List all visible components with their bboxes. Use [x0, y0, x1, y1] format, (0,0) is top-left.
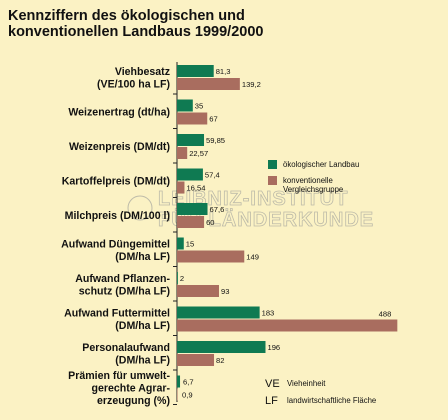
category-label-2-0: Weizenpreis (DM/dt): [69, 141, 170, 153]
value-label-konv-2: 22,57: [189, 149, 208, 158]
value-label-konv-3: 16,54: [186, 184, 205, 193]
abbr-key-lf: LF: [265, 395, 278, 407]
bar-konv-5: [177, 250, 245, 263]
value-label-konv-8: 82: [216, 356, 224, 365]
value-label-oeko-5: 15: [186, 240, 194, 249]
watermark-line-2: FÜR LÄNDERKUNDE: [158, 208, 374, 231]
category-label-1-0: Weizenertrag (dt/ha): [68, 107, 170, 119]
value-label-konv-7: 488: [379, 310, 392, 319]
legend-swatch-oeko: [268, 160, 277, 169]
bar-konv-9: [177, 388, 178, 401]
category-labels: Viehbesatz(VE/100 ha LF) Weizenertrag (dt…: [61, 66, 170, 407]
legend-swatch-konv: [268, 176, 277, 185]
abbreviation-key: VE Vieheinheit LF landwirtschaftliche Fläch…: [265, 378, 376, 407]
value-label-oeko-0: 81,3: [216, 67, 231, 76]
value-label-oeko-7: 183: [262, 309, 275, 318]
category-label-0-1: (VE/100 ha LF): [97, 78, 170, 90]
category-label-5-0: Aufwand Düngemittel: [61, 238, 170, 250]
category-label-6-1: schutz (DM/ha LF): [79, 285, 170, 297]
bar-oeko-8: [177, 341, 266, 353]
value-label-oeko-8: 196: [267, 343, 280, 352]
value-label-oeko-2: 59,85: [206, 136, 225, 145]
bar-oeko-7: [177, 306, 260, 319]
bar-konv-7: [177, 319, 398, 332]
value-label-konv-4: 60: [206, 218, 214, 227]
value-label-oeko-9: 6,7: [183, 378, 194, 387]
category-label-8-0: Personalaufwand: [82, 342, 170, 354]
watermark-seal-icon: [127, 195, 153, 221]
bar-oeko-4: [177, 203, 208, 215]
chart-title: Kennziffern des ökologischen und konvent…: [8, 8, 438, 40]
value-label-konv-9: 0,9: [182, 391, 193, 400]
category-label-9-1: gerechte Agrar-: [92, 383, 171, 395]
legend: ökologischer Landbau konventionelle Vergle…: [268, 160, 359, 194]
abbr-text-ve: Vieheinheit: [287, 379, 326, 388]
legend-label-konv: konventionelle Vergleichsgruppe: [283, 176, 343, 194]
bar-oeko-1: [177, 99, 193, 112]
value-label-oeko-1: 35: [195, 102, 203, 111]
category-label-0-0: Viehbesatz: [115, 66, 170, 78]
bar-konv-1: [177, 112, 208, 125]
bar-oeko-2: [177, 134, 205, 146]
category-label-6-0: Aufwand Pflanzen-: [75, 273, 170, 285]
category-label-7-0: Aufwand Futtermittel: [64, 307, 170, 319]
chart-title-line-1: Kennziffern des ökologischen und: [8, 8, 245, 24]
bar-konv-8: [177, 354, 215, 366]
bar-konv-2: [177, 147, 188, 159]
bar-konv-0: [177, 78, 240, 90]
category-label-3-0: Kartoffelpreis (DM/dt): [62, 176, 170, 188]
bar-oeko-6: [177, 272, 178, 284]
chart-title-line-2: konventionellen Landbaus 1999/2000: [8, 24, 264, 40]
category-label-8-1: (DM/ha LF): [115, 354, 170, 366]
legend-label-oeko: ökologischer Landbau: [283, 160, 359, 169]
bar-oeko-5: [177, 237, 184, 250]
value-label-konv-1: 67: [209, 115, 217, 124]
category-label-5-1: (DM/ha LF): [115, 251, 170, 263]
category-label-9-0: Prämien für umwelt-: [68, 370, 170, 382]
value-label-oeko-6: 2: [180, 274, 184, 283]
value-label-konv-0: 139,2: [242, 80, 261, 89]
abbr-key-ve: VE: [265, 378, 280, 390]
category-label-4-0: Milchpreis (DM/100 l): [65, 210, 170, 222]
value-label-konv-5: 149: [246, 253, 259, 262]
value-label-konv-6: 93: [221, 287, 229, 296]
bar-oeko-9: [177, 375, 181, 388]
category-label-7-1: (DM/ha LF): [115, 320, 170, 332]
bar-konv-4: [177, 216, 205, 228]
bars-layer: 81,3 139,2 35 67 59,85 22,57 57,416,54 67,6 60 15…: [173, 62, 398, 405]
bar-konv-3: [177, 181, 185, 194]
bar-oeko-3: [177, 168, 203, 181]
value-label-oeko-4: 67,6: [210, 205, 225, 214]
abbr-text-lf: landwirtschaftliche Fläche: [287, 396, 376, 405]
value-label-oeko-3: 57,4: [205, 171, 220, 180]
bar-oeko-0: [177, 65, 214, 77]
bar-konv-6: [177, 285, 219, 297]
category-label-9-2: erzeugung (%): [97, 395, 170, 407]
